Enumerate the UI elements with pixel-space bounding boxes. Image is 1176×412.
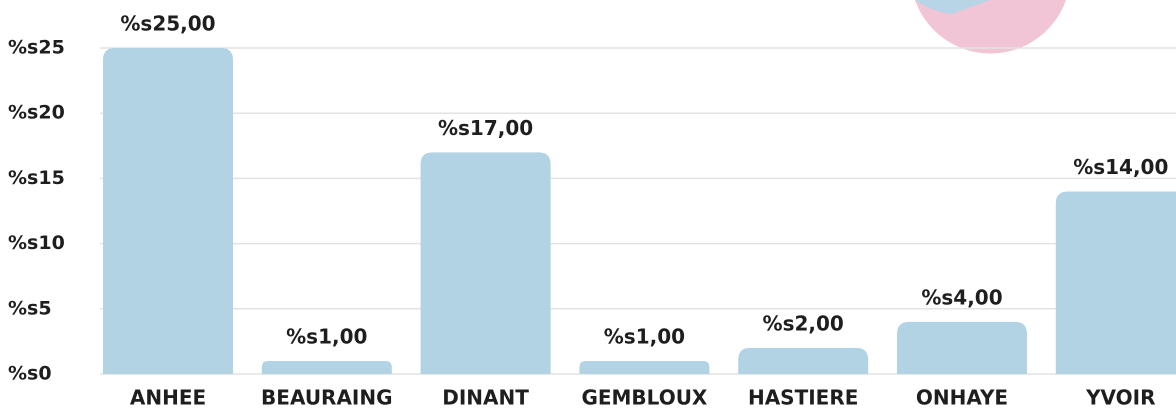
bar (738, 347, 869, 374)
bar (261, 360, 392, 374)
x-tick-label: DINANT (442, 386, 529, 410)
data-label: %s1,00 (286, 324, 367, 348)
data-label: %s1,00 (604, 324, 685, 348)
y-tick-label: %s10 (8, 232, 65, 254)
bar (1055, 191, 1176, 374)
x-tick-label: ONHAYE (916, 386, 1008, 410)
x-tick-label: GEMBLOUX (581, 386, 707, 410)
data-label: %s17,00 (438, 116, 533, 140)
bar (420, 152, 551, 374)
y-tick-label: %s0 (8, 363, 52, 385)
pie-slice-blue (915, 0, 990, 14)
decorative-pie-fragment (915, 0, 1066, 54)
y-tick-label: %s20 (8, 102, 65, 124)
data-label: %s25,00 (120, 12, 215, 36)
y-tick-label: %s25 (8, 37, 65, 59)
x-tick-label: BEAURAING (261, 386, 392, 410)
x-tick-label: HASTIERE (748, 386, 858, 410)
bar (103, 48, 233, 374)
y-tick-label: %s15 (8, 167, 65, 189)
x-tick-label: ANHEE (130, 386, 206, 410)
data-label: %s4,00 (921, 285, 1002, 309)
y-tick-label: %s5 (8, 297, 52, 319)
data-label: %s14,00 (1073, 155, 1168, 179)
x-tick-label: YVOIR (1085, 386, 1155, 410)
bar (579, 360, 710, 374)
bar (897, 321, 1027, 374)
data-label: %s2,00 (763, 311, 844, 335)
